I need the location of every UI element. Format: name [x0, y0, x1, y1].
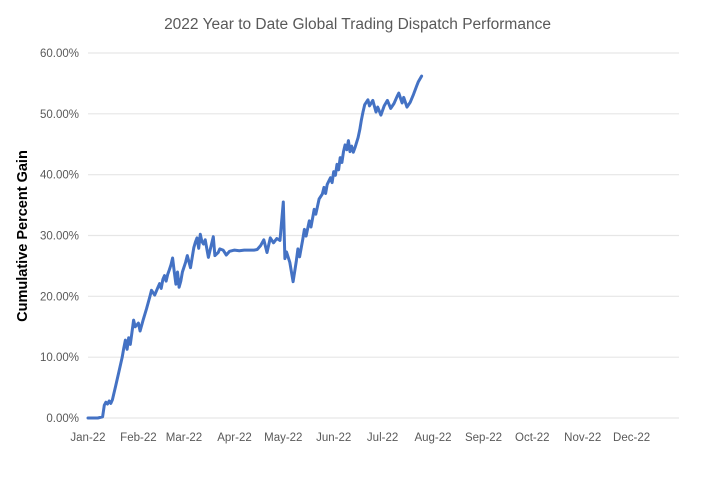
x-tick-label: Sep-22	[465, 432, 502, 444]
y-tick-label: 60.00%	[40, 48, 79, 60]
y-tick-label: 40.00%	[40, 170, 79, 182]
x-tick-label: Dec-22	[613, 432, 650, 444]
x-tick-label: May-22	[264, 432, 302, 444]
x-tick-label: Apr-22	[217, 432, 252, 444]
y-tick-label: 20.00%	[40, 291, 79, 303]
x-tick-label: Jun-22	[316, 432, 351, 444]
y-tick-label: 30.00%	[40, 231, 79, 243]
x-tick-label: Jul-22	[367, 432, 398, 444]
x-tick-label: Aug-22	[414, 432, 451, 444]
y-tick-label: 0.00%	[46, 413, 79, 425]
y-tick-label: 50.00%	[40, 109, 79, 121]
series-line	[86, 74, 424, 420]
x-tick-label: Nov-22	[564, 432, 601, 444]
x-tick-label: Oct-22	[515, 432, 550, 444]
x-tick-label: Mar-22	[166, 432, 202, 444]
y-tick-label: 10.00%	[40, 352, 79, 364]
x-tick-label: Feb-22	[120, 432, 156, 444]
chart-title: 2022 Year to Date Global Trading Dispatc…	[164, 16, 551, 33]
x-tick-label: Jan-22	[70, 432, 105, 444]
